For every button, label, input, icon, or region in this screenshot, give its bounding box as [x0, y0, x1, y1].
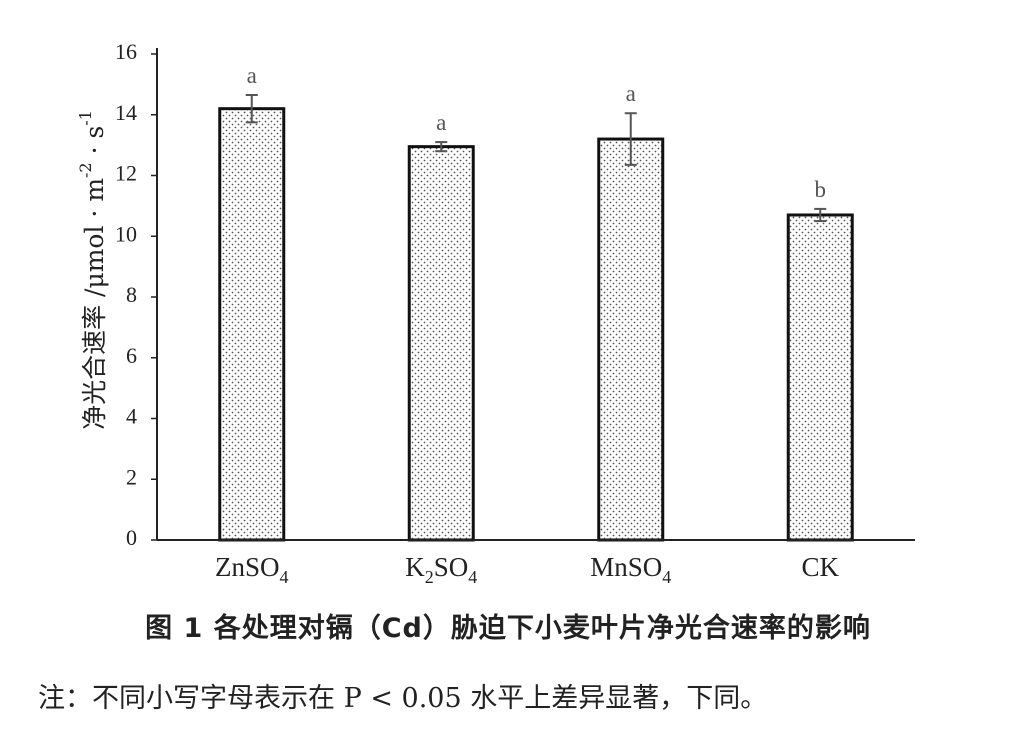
y-tick-label: 14 [115, 100, 137, 125]
y-tick-label: 10 [115, 221, 137, 246]
y-tick-label: 12 [115, 161, 137, 186]
y-tick-label: 2 [126, 464, 137, 489]
y-axis-label: 净光合速率 /μmol · m-2 · s-1 [76, 110, 109, 430]
bar-znso4 [218, 107, 286, 542]
significance-letter: b [815, 177, 827, 202]
x-category-label: MnSO4 [590, 552, 671, 587]
error-bar [814, 207, 827, 223]
x-category-label: CK [801, 552, 839, 582]
y-tick-label: 4 [126, 404, 137, 429]
x-category-label: K2SO4 [405, 552, 477, 587]
significance-letter: a [247, 63, 257, 88]
error-bar [435, 141, 448, 153]
bars [218, 107, 854, 542]
y-tick-label: 16 [115, 39, 137, 64]
x-axis-category-labels: ZnSO4 K2SO4 MnSO4 CK [215, 552, 840, 587]
bar-k2so4 [407, 145, 475, 542]
y-axis-ticks: 0 2 4 6 8 10 12 14 16 [115, 39, 157, 550]
significance-letter: a [626, 81, 636, 106]
bar-ck [786, 213, 854, 542]
y-tick-label: 8 [126, 282, 137, 307]
svg-text:净光合速率 /μmol · m-2 · s-1: 净光合速率 /μmol · m-2 · s-1 [76, 110, 109, 430]
x-category-label: ZnSO4 [215, 552, 289, 587]
y-tick-label: 6 [126, 343, 137, 368]
significance-labels: a a a b [247, 63, 826, 202]
error-bar [245, 94, 258, 124]
y-tick-label: 0 [126, 525, 137, 550]
figure-caption: 图 1 各处理对镉（Cd）胁迫下小麦叶片净光合速率的影响 [145, 613, 871, 644]
error-bar [624, 112, 637, 166]
figure-note: 注：不同小写字母表示在 P < 0.05 水平上差异显著，下同。 [38, 683, 768, 714]
error-bars [245, 94, 827, 223]
bar-mnso4 [597, 137, 665, 542]
significance-letter: a [436, 110, 446, 135]
